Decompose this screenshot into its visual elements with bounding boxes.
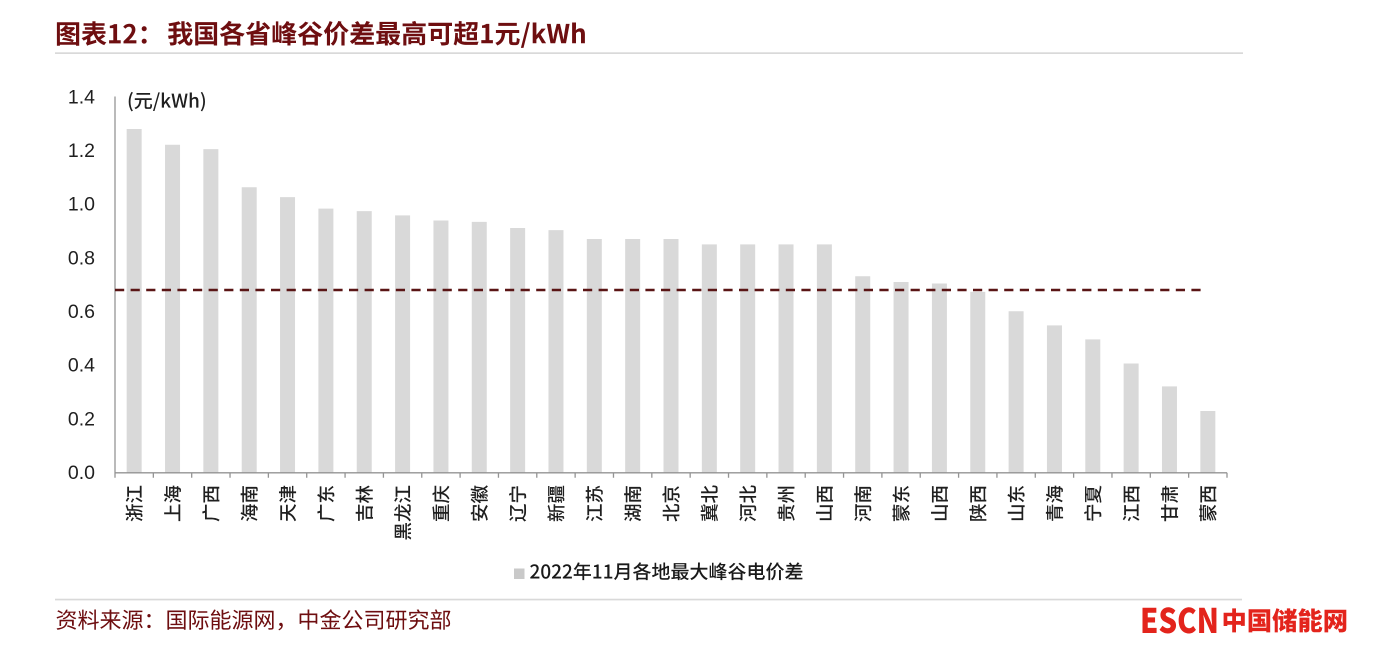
svg-text:1.2: 1.2	[68, 140, 95, 162]
svg-text:0.2: 0.2	[68, 408, 95, 430]
svg-text:1.4: 1.4	[68, 86, 95, 108]
svg-text:0.0: 0.0	[68, 462, 95, 484]
svg-text:0.4: 0.4	[68, 355, 95, 377]
svg-text:0.8: 0.8	[68, 247, 95, 269]
svg-text:1.0: 1.0	[68, 194, 95, 216]
svg-text:0.6: 0.6	[68, 301, 95, 323]
